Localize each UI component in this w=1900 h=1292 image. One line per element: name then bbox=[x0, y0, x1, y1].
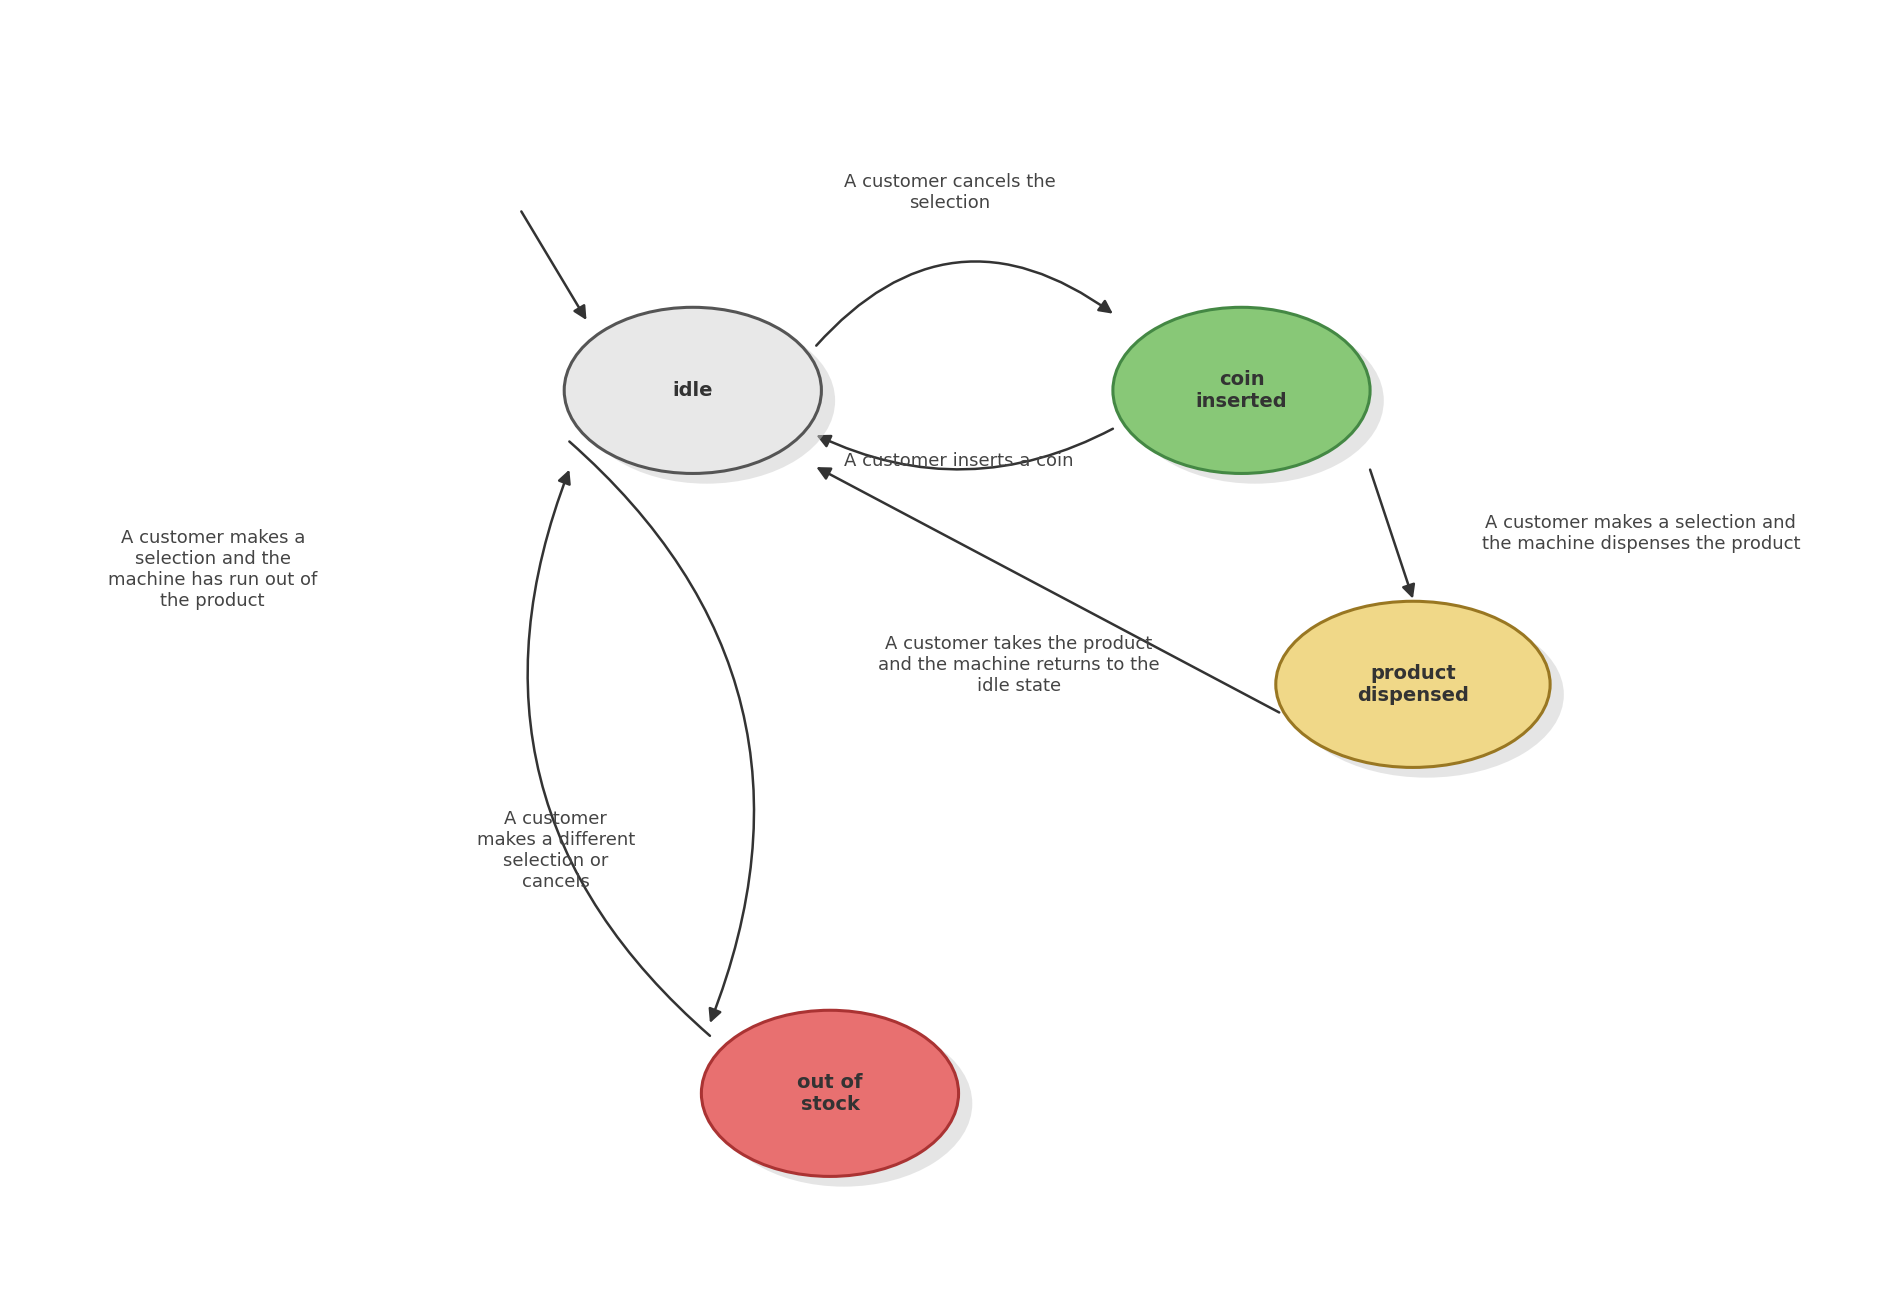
Text: A customer makes a
selection and the
machine has run out of
the product: A customer makes a selection and the mac… bbox=[108, 530, 317, 610]
Ellipse shape bbox=[714, 1021, 973, 1186]
Ellipse shape bbox=[564, 307, 821, 473]
FancyArrowPatch shape bbox=[817, 261, 1112, 346]
FancyArrowPatch shape bbox=[528, 473, 711, 1036]
Text: product
dispensed: product dispensed bbox=[1357, 664, 1469, 705]
FancyArrowPatch shape bbox=[819, 469, 1279, 712]
Text: A customer makes a selection and
the machine dispenses the product: A customer makes a selection and the mac… bbox=[1482, 514, 1799, 553]
FancyArrowPatch shape bbox=[521, 212, 585, 318]
Ellipse shape bbox=[1275, 601, 1550, 767]
Text: A customer takes the product
and the machine returns to the
idle state: A customer takes the product and the mac… bbox=[878, 636, 1159, 695]
FancyArrowPatch shape bbox=[819, 429, 1113, 469]
FancyArrowPatch shape bbox=[1370, 469, 1414, 596]
Text: A customer cancels the
selection: A customer cancels the selection bbox=[844, 173, 1056, 212]
Text: idle: idle bbox=[673, 381, 712, 401]
Text: out of
stock: out of stock bbox=[798, 1072, 863, 1114]
Ellipse shape bbox=[701, 1010, 960, 1177]
Ellipse shape bbox=[1127, 318, 1383, 483]
Text: A customer
makes a different
selection or
cancels: A customer makes a different selection o… bbox=[477, 810, 635, 890]
Text: coin
inserted: coin inserted bbox=[1195, 370, 1288, 411]
Ellipse shape bbox=[1113, 307, 1370, 473]
Text: A customer inserts a coin: A customer inserts a coin bbox=[844, 452, 1074, 470]
Ellipse shape bbox=[578, 318, 836, 483]
Ellipse shape bbox=[1290, 611, 1564, 778]
FancyArrowPatch shape bbox=[570, 442, 754, 1021]
